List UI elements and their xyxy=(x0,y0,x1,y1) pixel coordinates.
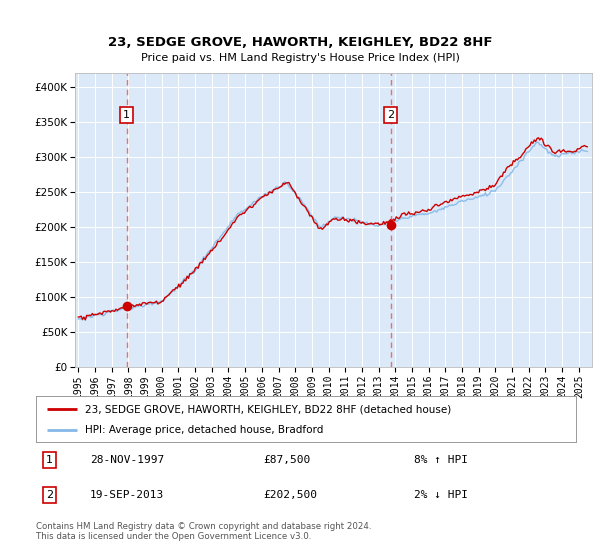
Text: 1: 1 xyxy=(123,110,130,120)
Text: £87,500: £87,500 xyxy=(263,455,310,465)
Text: 2: 2 xyxy=(46,491,53,500)
Text: 8% ↑ HPI: 8% ↑ HPI xyxy=(414,455,468,465)
Text: Price paid vs. HM Land Registry's House Price Index (HPI): Price paid vs. HM Land Registry's House … xyxy=(140,53,460,63)
Text: 28-NOV-1997: 28-NOV-1997 xyxy=(90,455,164,465)
Text: HPI: Average price, detached house, Bradford: HPI: Average price, detached house, Brad… xyxy=(85,425,323,435)
Text: Contains HM Land Registry data © Crown copyright and database right 2024.
This d: Contains HM Land Registry data © Crown c… xyxy=(36,522,371,542)
Text: 2: 2 xyxy=(387,110,394,120)
Text: 2% ↓ HPI: 2% ↓ HPI xyxy=(414,491,468,500)
Text: 19-SEP-2013: 19-SEP-2013 xyxy=(90,491,164,500)
Text: 23, SEDGE GROVE, HAWORTH, KEIGHLEY, BD22 8HF (detached house): 23, SEDGE GROVE, HAWORTH, KEIGHLEY, BD22… xyxy=(85,404,451,414)
Text: 23, SEDGE GROVE, HAWORTH, KEIGHLEY, BD22 8HF: 23, SEDGE GROVE, HAWORTH, KEIGHLEY, BD22… xyxy=(108,36,492,49)
Text: £202,500: £202,500 xyxy=(263,491,317,500)
Text: 1: 1 xyxy=(46,455,53,465)
